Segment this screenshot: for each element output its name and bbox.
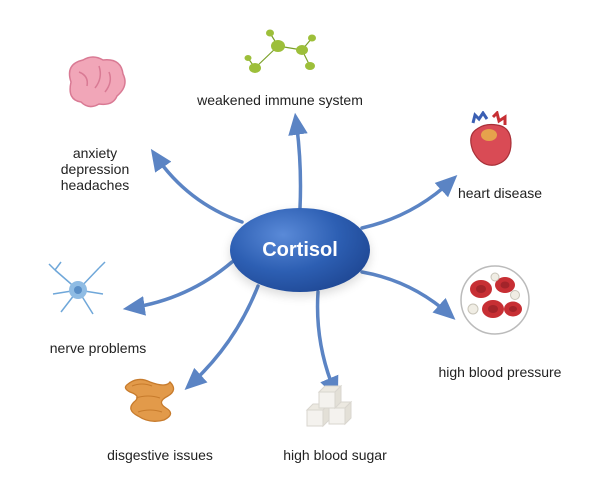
cortisol-mindmap: { "diagram": { "type": "mindmap", "backg… bbox=[0, 0, 600, 504]
lymphocyte-icon bbox=[240, 28, 320, 83]
label-nerve: nerve problems bbox=[40, 340, 156, 356]
brain-icon bbox=[59, 52, 131, 112]
label-anxiety: anxiety depression headaches bbox=[50, 145, 140, 193]
label-sugar: high blood sugar bbox=[275, 447, 395, 463]
intestine-icon bbox=[118, 372, 182, 428]
bloodcells-icon bbox=[459, 265, 531, 335]
label-bp: high blood pressure bbox=[428, 364, 572, 380]
neuron-icon bbox=[47, 260, 109, 320]
label-digest: disgestive issues bbox=[100, 447, 220, 463]
center-label: Cortisol bbox=[262, 239, 338, 262]
heart-icon bbox=[459, 111, 521, 169]
center-node: Cortisol bbox=[230, 208, 370, 292]
sugarcubes-icon bbox=[301, 380, 359, 430]
label-immune: weakened immune system bbox=[195, 92, 365, 108]
label-heart: heart disease bbox=[445, 185, 555, 201]
